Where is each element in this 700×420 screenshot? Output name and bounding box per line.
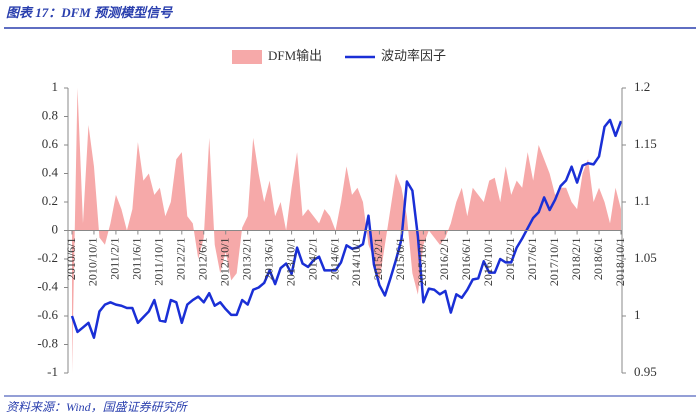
x-tick-label: 2017/6/1 <box>525 238 539 281</box>
y-tick-label: 1 <box>52 79 59 94</box>
y-tick-label: -0.6 <box>37 307 58 322</box>
y-tick-label: -0.2 <box>37 250 58 265</box>
x-tick-label: 2013/2/1 <box>239 238 253 281</box>
y2-tick-label: 0.95 <box>634 364 657 379</box>
x-tick-label: 2014/6/1 <box>327 238 341 281</box>
x-tick-label: 2015/10/1 <box>415 238 429 287</box>
x-tick-label: 2011/2/1 <box>108 238 122 280</box>
y2-tick-label: 1 <box>634 307 641 322</box>
x-tick-label: 2015/6/1 <box>393 238 407 281</box>
legend-label: 波动率因子 <box>381 48 446 63</box>
y2-tick-label: 1.05 <box>634 250 657 265</box>
y-tick-label: -0.8 <box>37 335 58 350</box>
y-tick-label: 0.2 <box>42 193 58 208</box>
x-tick-label: 2018/6/1 <box>591 238 605 281</box>
y2-tick-label: 1.2 <box>634 79 650 94</box>
x-tick-label: 2011/6/1 <box>130 238 144 280</box>
chart-title: 图表 17：DFM 预测模型信号 <box>6 5 173 20</box>
x-tick-label: 2016/10/1 <box>481 238 495 287</box>
legend-label: DFM输出 <box>268 48 322 63</box>
source-note: 资料来源：Wind，国盛证券研究所 <box>6 400 189 414</box>
y-tick-label: 0.6 <box>42 136 59 151</box>
x-tick-label: 2014/10/1 <box>349 238 363 287</box>
x-tick-label: 2012/2/1 <box>174 238 188 281</box>
x-tick-label: 2013/6/1 <box>261 238 275 281</box>
x-tick-label: 2012/10/1 <box>217 238 231 287</box>
y-tick-label: 0.8 <box>42 107 58 122</box>
y2-tick-label: 1.15 <box>634 136 657 151</box>
y2-tick-label: 1.1 <box>634 193 650 208</box>
x-tick-label: 2013/10/1 <box>283 238 297 287</box>
x-tick-label: 2014/2/1 <box>305 238 319 281</box>
x-tick-label: 2016/2/1 <box>437 238 451 281</box>
x-tick-label: 2018/10/1 <box>613 238 627 287</box>
x-tick-label: 2012/6/1 <box>196 238 210 281</box>
x-tick-label: 2018/2/1 <box>569 238 583 281</box>
x-tick-label: 2017/10/1 <box>547 238 561 287</box>
y-tick-label: 0.4 <box>42 164 59 179</box>
x-tick-label: 2010/6/1 <box>64 238 78 281</box>
x-tick-label: 2017/2/1 <box>503 238 517 281</box>
y-tick-label: -1 <box>47 364 58 379</box>
x-tick-label: 2015/2/1 <box>371 238 385 281</box>
y-tick-label: -0.4 <box>37 278 58 293</box>
x-tick-label: 2011/10/1 <box>152 238 166 286</box>
x-tick-label: 2010/10/1 <box>86 238 100 287</box>
x-tick-label: 2016/6/1 <box>459 238 473 281</box>
y-tick-label: 0 <box>52 221 59 236</box>
legend-swatch <box>232 50 262 64</box>
line <box>70 118 623 339</box>
